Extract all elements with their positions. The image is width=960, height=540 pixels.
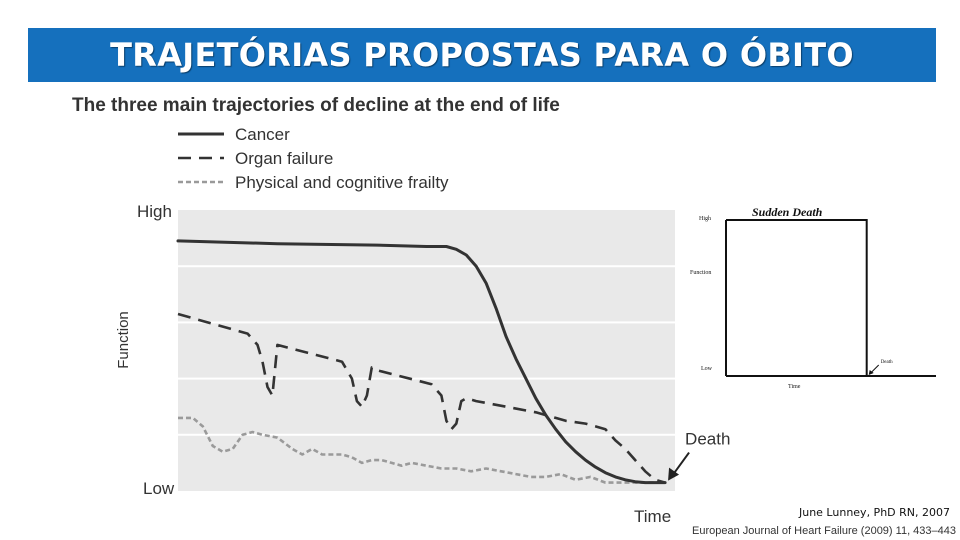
inset-y-tick-high: High [699, 216, 711, 222]
inset-death-annotation: Death [881, 360, 893, 365]
inset-y-axis-label: Function [690, 270, 711, 276]
slide-title: TRAJETÓRIAS PROPOSTAS PARA O ÓBITO [28, 28, 936, 82]
death-arrow-head [668, 467, 680, 481]
death-annotation: Death [685, 430, 730, 449]
series-line-physical-and-cognitive-frailty [178, 416, 666, 484]
inset-death-arrow [870, 364, 880, 374]
inset-x-axis-label: Time [788, 384, 801, 390]
main-y-tick-high: High [137, 202, 172, 221]
main-chart-legend: Cancer Organ failure Physical and cognitiv… [178, 125, 449, 192]
main-x-axis-label: Time [634, 507, 671, 526]
main-plot-background [178, 210, 675, 491]
main-plot-area: Death [176, 210, 730, 491]
series-line-cancer [176, 239, 667, 485]
death-arrow-shaft [672, 451, 690, 476]
inset-y-tick-low: Low [701, 366, 713, 372]
legend-label-2: Organ failure [235, 149, 333, 168]
inset-title: Sudden Death [752, 205, 823, 219]
legend-label-1: Cancer [235, 125, 290, 144]
main-chart-title: The three main trajectories of decline a… [72, 95, 560, 116]
inset-death-arrow-head [868, 370, 874, 375]
sudden-death-inset: Death [725, 219, 936, 377]
main-y-axis-label: Function [115, 311, 132, 369]
series-line-organ-failure [177, 312, 666, 484]
inset-series-line [726, 219, 868, 376]
main-y-tick-low: Low [143, 479, 175, 498]
author-credit: June Lunney, PhD RN, 2007 [798, 506, 950, 519]
source-citation: European Journal of Heart Failure (2009)… [692, 525, 956, 537]
legend-label-3: Physical and cognitive frailty [235, 173, 449, 192]
